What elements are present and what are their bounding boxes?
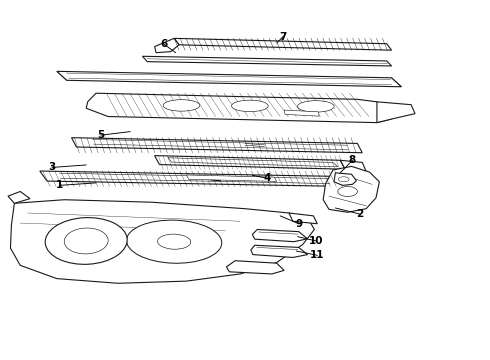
- Polygon shape: [284, 110, 319, 116]
- Ellipse shape: [126, 220, 222, 263]
- Polygon shape: [155, 156, 345, 169]
- Text: 9: 9: [295, 219, 302, 229]
- Polygon shape: [168, 158, 338, 167]
- Ellipse shape: [297, 101, 334, 112]
- Ellipse shape: [338, 177, 349, 182]
- Polygon shape: [226, 261, 284, 274]
- Polygon shape: [86, 93, 392, 123]
- Ellipse shape: [45, 217, 127, 264]
- Ellipse shape: [232, 100, 268, 112]
- Polygon shape: [143, 56, 392, 66]
- Polygon shape: [251, 245, 308, 257]
- Polygon shape: [340, 160, 366, 171]
- Text: 5: 5: [97, 130, 104, 140]
- Text: 6: 6: [161, 40, 168, 49]
- Ellipse shape: [338, 186, 357, 197]
- Polygon shape: [57, 71, 401, 87]
- Text: 8: 8: [349, 155, 356, 165]
- Ellipse shape: [163, 100, 200, 111]
- Ellipse shape: [64, 228, 108, 254]
- Polygon shape: [40, 171, 345, 186]
- Text: 10: 10: [309, 236, 323, 246]
- Text: 7: 7: [279, 32, 287, 41]
- Polygon shape: [323, 166, 379, 212]
- Polygon shape: [377, 102, 415, 123]
- Text: 2: 2: [356, 209, 364, 219]
- Text: 1: 1: [56, 180, 63, 190]
- Polygon shape: [252, 229, 308, 242]
- Polygon shape: [155, 39, 179, 53]
- Ellipse shape: [158, 234, 191, 249]
- Polygon shape: [186, 175, 277, 181]
- Polygon shape: [338, 176, 366, 188]
- Text: 3: 3: [49, 162, 56, 172]
- Polygon shape: [8, 192, 30, 203]
- Polygon shape: [289, 213, 318, 224]
- Text: 11: 11: [310, 250, 324, 260]
- Polygon shape: [10, 200, 315, 283]
- Polygon shape: [72, 138, 362, 153]
- Text: 4: 4: [263, 173, 270, 183]
- Polygon shape: [334, 173, 356, 185]
- Polygon shape: [174, 39, 392, 50]
